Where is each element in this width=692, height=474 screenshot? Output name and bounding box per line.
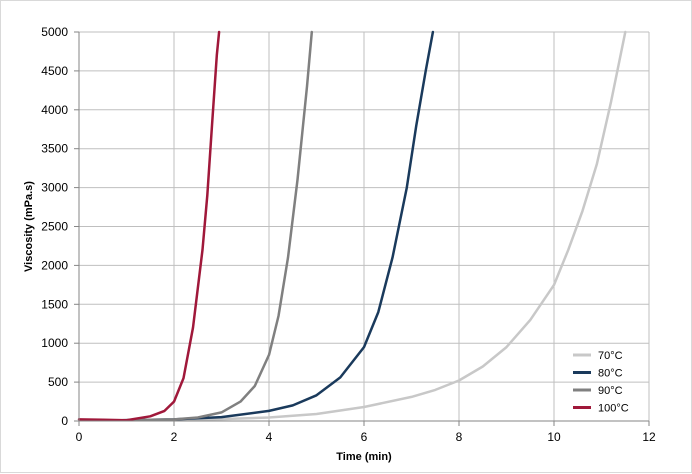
y-tick-label: 5000	[41, 25, 68, 39]
y-tick-label: 500	[48, 375, 68, 389]
y-tick-label: 4500	[41, 64, 68, 78]
grid	[78, 31, 650, 422]
series-line-70°C	[120, 30, 627, 422]
tick-labels: 0 2 4 6 8 10 12 0 500 1000 1500 2000 2500 3000 3500 400…	[41, 25, 656, 444]
legend: 70°C 80°C 90°C 100°C	[573, 350, 629, 415]
series-line-100°C	[77, 30, 221, 422]
y-tick-label: 2000	[41, 258, 68, 272]
x-tick-label: 8	[456, 430, 463, 444]
legend-label: 80°C	[598, 368, 623, 380]
y-tick-label: 4000	[41, 103, 68, 117]
y-tick-label: 1500	[41, 297, 68, 311]
x-tick-label: 4	[266, 430, 273, 444]
x-tick-label: 12	[642, 430, 656, 444]
x-tick-label: 10	[547, 430, 561, 444]
y-tick-label: 0	[61, 414, 68, 428]
legend-label: 70°C	[598, 350, 623, 362]
legend-label: 100°C	[598, 403, 629, 415]
y-axis-title: Viscosity (mPa.s)	[23, 181, 35, 272]
series-lines	[77, 30, 627, 422]
y-tick-label: 1000	[41, 336, 68, 350]
x-tick-label: 6	[361, 430, 368, 444]
x-tick-label: 0	[76, 430, 83, 444]
y-tick-label: 3500	[41, 142, 68, 156]
x-axis-title: Time (min)	[336, 451, 392, 463]
legend-label: 90°C	[598, 385, 623, 397]
series-line-90°C	[120, 30, 314, 422]
axes	[74, 31, 650, 426]
y-tick-label: 2500	[41, 220, 68, 234]
series-line-80°C	[120, 30, 435, 422]
y-tick-label: 3000	[41, 181, 68, 195]
x-tick-label: 2	[171, 430, 178, 444]
